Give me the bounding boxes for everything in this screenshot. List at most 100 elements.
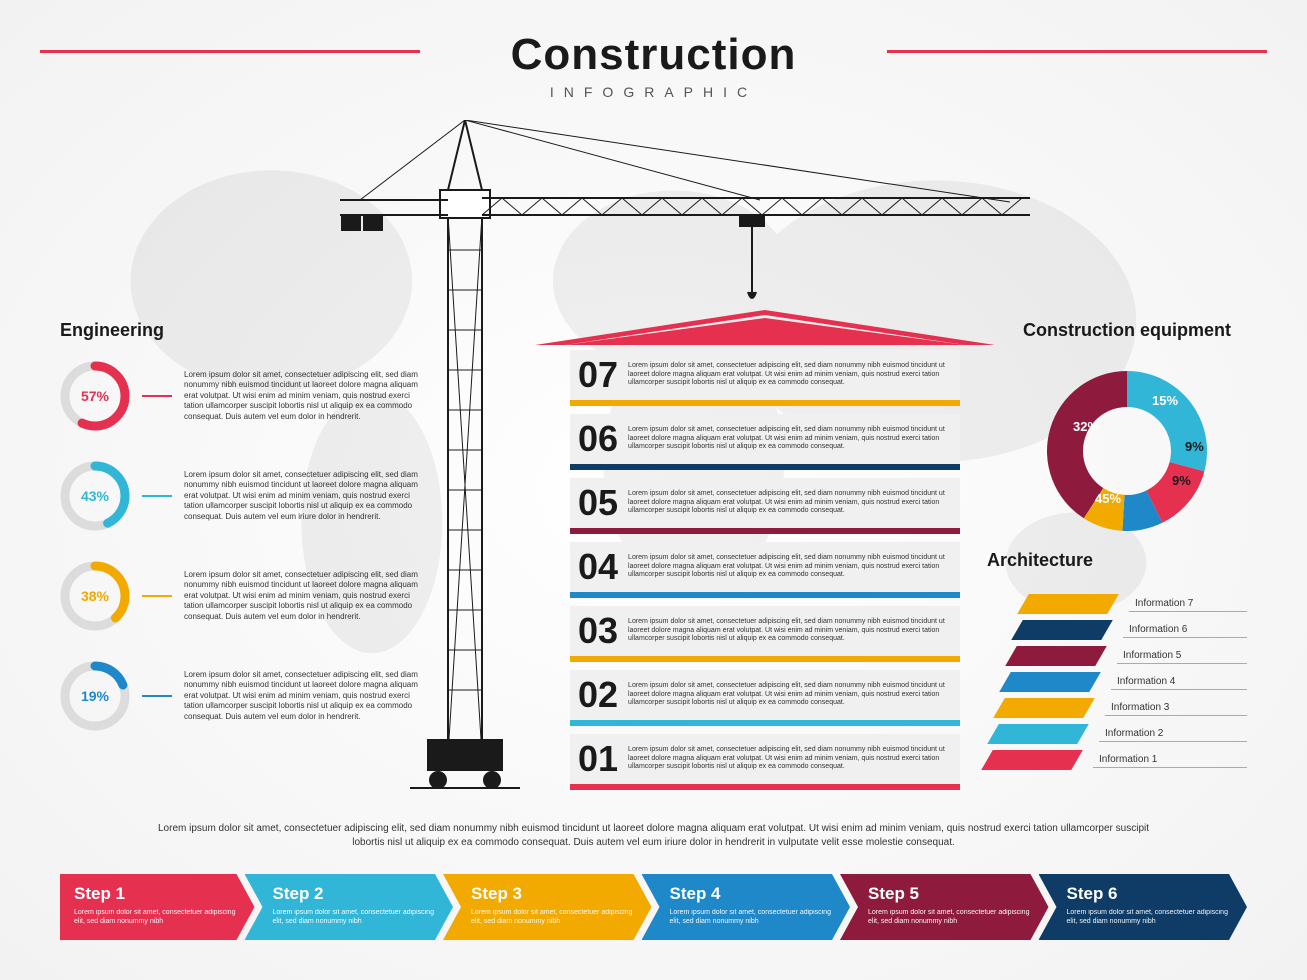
progress-ring: 38%	[60, 561, 130, 631]
layer-shape	[1011, 620, 1113, 640]
engineering-row: 19% Lorem ipsum dolor sit amet, consecte…	[60, 661, 420, 731]
layer-shape	[981, 750, 1083, 770]
row-number: 07	[578, 354, 618, 396]
step-arrow: Step 6 Lorem ipsum dolor sit amet, conse…	[1039, 874, 1248, 940]
page-title: Construction	[0, 30, 1307, 80]
connector-line	[142, 595, 172, 597]
layer-shape	[1017, 594, 1119, 614]
donut-slice-label: 9%	[1185, 439, 1204, 454]
architecture-row: Information 6	[987, 617, 1247, 643]
architecture-row: Information 2	[987, 721, 1247, 747]
numbered-row: 02 Lorem ipsum dolor sit amet, consectet…	[570, 670, 960, 726]
layer-label: Information 2	[1099, 726, 1247, 742]
architecture-row: Information 7	[987, 591, 1247, 617]
row-text: Lorem ipsum dolor sit amet, consectetuer…	[628, 426, 952, 452]
engineering-section: Engineering 57% Lorem ipsum dolor sit am…	[60, 320, 420, 761]
step-text: Lorem ipsum dolor sit amet, consectetuer…	[471, 908, 640, 926]
layer-label: Information 4	[1111, 674, 1247, 690]
row-number: 06	[578, 418, 618, 460]
header-line-right	[887, 50, 1267, 53]
step-arrow: Step 4 Lorem ipsum dolor sit amet, conse…	[642, 874, 851, 940]
layer-label: Information 7	[1129, 596, 1247, 612]
step-title: Step 2	[273, 884, 442, 904]
row-number: 05	[578, 482, 618, 524]
roof	[535, 310, 995, 350]
footer-text: Lorem ipsum dolor sit amet, consectetuer…	[150, 822, 1157, 850]
step-text: Lorem ipsum dolor sit amet, consectetuer…	[273, 908, 442, 926]
layer-label: Information 5	[1117, 648, 1247, 664]
architecture-row: Information 5	[987, 643, 1247, 669]
step-arrow: Step 1 Lorem ipsum dolor sit amet, conse…	[60, 874, 255, 940]
step-text: Lorem ipsum dolor sit amet, consectetuer…	[868, 908, 1037, 926]
architecture-section: Architecture Information 7 Information 6…	[987, 550, 1247, 773]
numbered-row: 04 Lorem ipsum dolor sit amet, consectet…	[570, 542, 960, 598]
step-title: Step 3	[471, 884, 640, 904]
step-title: Step 1	[74, 884, 243, 904]
step-text: Lorem ipsum dolor sit amet, consectetuer…	[670, 908, 839, 926]
architecture-row: Information 1	[987, 747, 1247, 773]
connector-line	[142, 695, 172, 697]
header-line-left	[40, 50, 420, 53]
engineering-title: Engineering	[60, 320, 420, 341]
architecture-row: Information 4	[987, 669, 1247, 695]
equipment-title: Construction equipment	[1017, 320, 1237, 341]
step-text: Lorem ipsum dolor sit amet, consectetuer…	[1067, 908, 1236, 926]
row-text: Lorem ipsum dolor sit amet, consectetuer…	[628, 618, 952, 644]
numbered-row: 01 Lorem ipsum dolor sit amet, consectet…	[570, 734, 960, 790]
architecture-title: Architecture	[987, 550, 1247, 571]
engineering-text: Lorem ipsum dolor sit amet, consectetuer…	[184, 670, 420, 722]
layer-label: Information 1	[1093, 752, 1247, 768]
ring-value: 43%	[81, 488, 109, 504]
equipment-section: Construction equipment 32% 15% 9% 9% 45%	[1017, 320, 1237, 541]
progress-ring: 19%	[60, 661, 130, 731]
progress-ring: 43%	[60, 461, 130, 531]
numbered-row: 05 Lorem ipsum dolor sit amet, consectet…	[570, 478, 960, 534]
donut-slice-label: 32%	[1073, 419, 1099, 434]
donut-chart: 32% 15% 9% 9% 45%	[1037, 361, 1217, 541]
numbered-row: 03 Lorem ipsum dolor sit amet, consectet…	[570, 606, 960, 662]
engineering-text: Lorem ipsum dolor sit amet, consectetuer…	[184, 370, 420, 422]
step-title: Step 4	[670, 884, 839, 904]
engineering-text: Lorem ipsum dolor sit amet, consectetuer…	[184, 570, 420, 622]
row-number: 03	[578, 610, 618, 652]
step-arrow: Step 3 Lorem ipsum dolor sit amet, conse…	[443, 874, 652, 940]
step-title: Step 6	[1067, 884, 1236, 904]
connector-line	[142, 495, 172, 497]
layer-label: Information 6	[1123, 622, 1247, 638]
header: Construction INFOGRAPHIC	[0, 0, 1307, 100]
donut-slice-label: 15%	[1152, 393, 1178, 408]
row-text: Lorem ipsum dolor sit amet, consectetuer…	[628, 490, 952, 516]
row-text: Lorem ipsum dolor sit amet, consectetuer…	[628, 554, 952, 580]
step-arrow: Step 5 Lorem ipsum dolor sit amet, conse…	[840, 874, 1049, 940]
step-text: Lorem ipsum dolor sit amet, consectetuer…	[74, 908, 243, 926]
engineering-row: 38% Lorem ipsum dolor sit amet, consecte…	[60, 561, 420, 631]
connector-line	[142, 395, 172, 397]
engineering-text: Lorem ipsum dolor sit amet, consectetuer…	[184, 470, 420, 522]
row-number: 01	[578, 738, 618, 780]
numbered-list: 07 Lorem ipsum dolor sit amet, consectet…	[570, 350, 960, 798]
row-number: 02	[578, 674, 618, 716]
row-number: 04	[578, 546, 618, 588]
numbered-row: 06 Lorem ipsum dolor sit amet, consectet…	[570, 414, 960, 470]
layer-shape	[993, 698, 1095, 718]
ring-value: 57%	[81, 388, 109, 404]
layer-shape	[1005, 646, 1107, 666]
donut-slice-label: 45%	[1095, 491, 1121, 506]
architecture-row: Information 3	[987, 695, 1247, 721]
progress-ring: 57%	[60, 361, 130, 431]
layer-shape	[999, 672, 1101, 692]
row-text: Lorem ipsum dolor sit amet, consectetuer…	[628, 746, 952, 772]
ring-value: 19%	[81, 688, 109, 704]
ring-value: 38%	[81, 588, 109, 604]
row-text: Lorem ipsum dolor sit amet, consectetuer…	[628, 362, 952, 388]
row-text: Lorem ipsum dolor sit amet, consectetuer…	[628, 682, 952, 708]
steps-row: Step 1 Lorem ipsum dolor sit amet, conse…	[60, 874, 1247, 940]
page-subtitle: INFOGRAPHIC	[0, 84, 1307, 100]
donut-slice-label: 9%	[1172, 473, 1191, 488]
engineering-row: 57% Lorem ipsum dolor sit amet, consecte…	[60, 361, 420, 431]
numbered-row: 07 Lorem ipsum dolor sit amet, consectet…	[570, 350, 960, 406]
step-title: Step 5	[868, 884, 1037, 904]
layer-shape	[987, 724, 1089, 744]
step-arrow: Step 2 Lorem ipsum dolor sit amet, conse…	[245, 874, 454, 940]
layer-label: Information 3	[1105, 700, 1247, 716]
